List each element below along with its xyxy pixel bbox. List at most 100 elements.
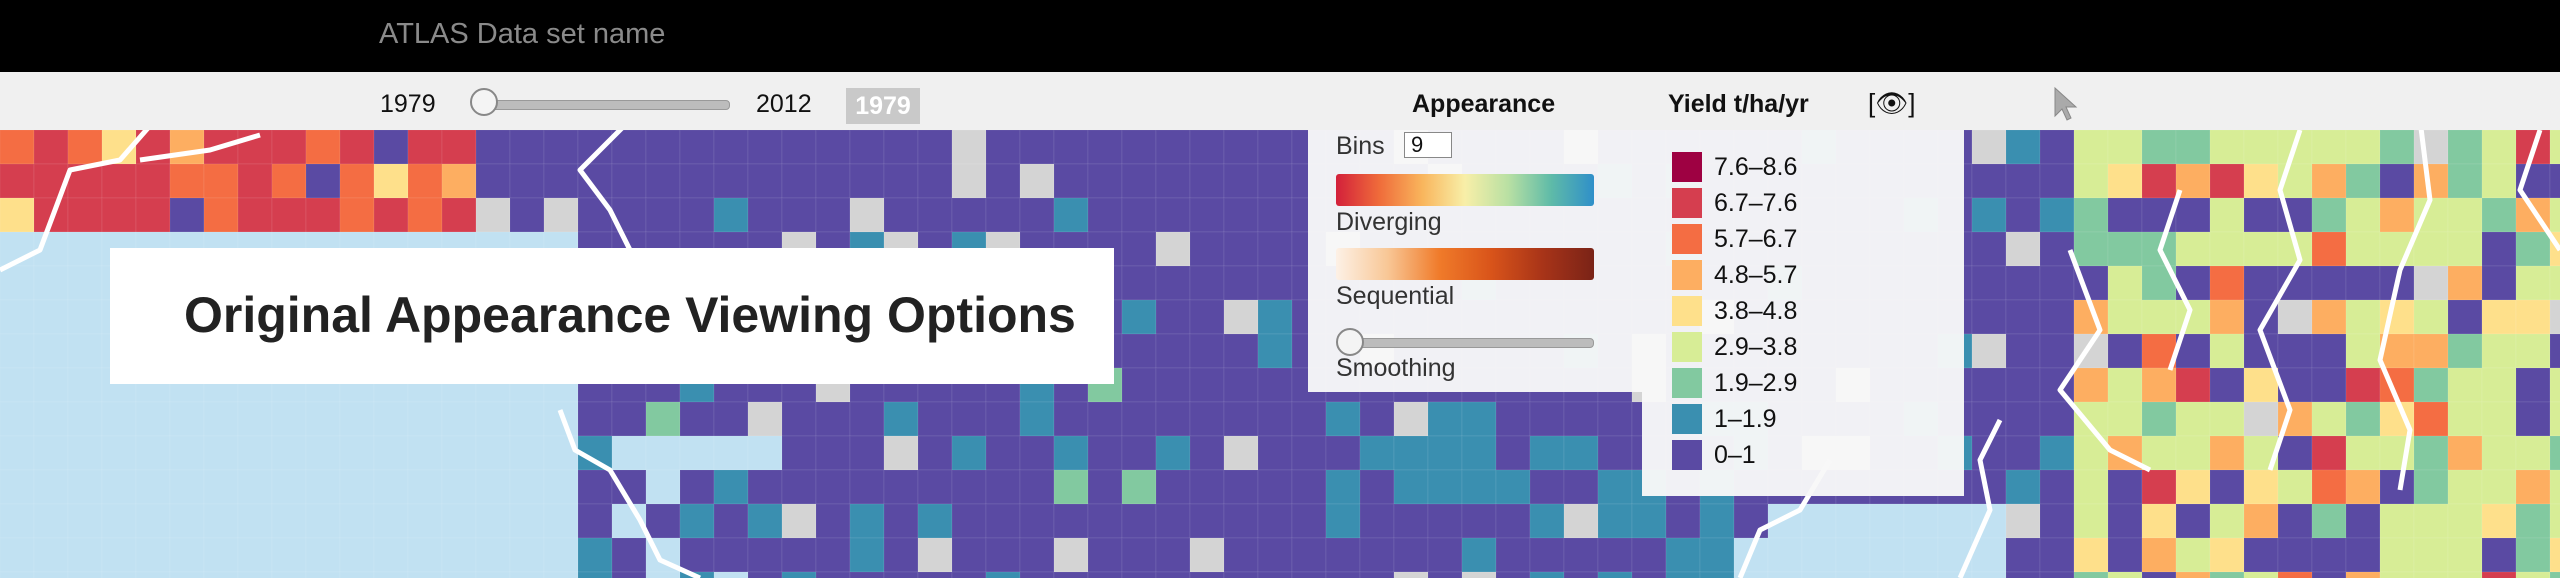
map-cell: [1631, 571, 1667, 578]
map-cell: [2515, 299, 2551, 335]
map-cell: [645, 401, 681, 437]
year-slider-handle[interactable]: [470, 88, 498, 116]
year-slider[interactable]: [484, 100, 730, 110]
map-cell: [2209, 537, 2245, 573]
map-cell: [339, 503, 375, 539]
map-cell: [1529, 435, 1565, 471]
map-cell: [679, 401, 715, 437]
map-cell: [2311, 130, 2347, 165]
map-cell: [2073, 571, 2109, 578]
map-cell: [1903, 571, 1939, 578]
map-cell: [679, 130, 715, 165]
map-cell: [1529, 401, 1565, 437]
map-cell: [2311, 435, 2347, 471]
map-cell: [1087, 163, 1123, 199]
variable-header[interactable]: Yield t/ha/yr: [1668, 90, 1809, 118]
legend-swatch: [1672, 368, 1702, 398]
map-cell: [67, 333, 103, 369]
map-cell: [543, 571, 579, 578]
map-cell: [1155, 469, 1191, 505]
map-cell: [237, 503, 273, 539]
map-cell: [1087, 469, 1123, 505]
map-cell: [1903, 503, 1939, 539]
diverging-color-ramp[interactable]: [1336, 174, 1594, 206]
map-cell: [2481, 231, 2517, 267]
map-cell: [2141, 367, 2177, 403]
map-cell: [1359, 571, 1395, 578]
map-cell: [1223, 571, 1259, 578]
appearance-header[interactable]: Appearance: [1412, 90, 1556, 118]
map-cell: [815, 163, 851, 199]
map-cell: [1223, 367, 1259, 403]
map-cell: [509, 503, 545, 539]
map-cell: [2549, 469, 2560, 505]
smoothing-slider[interactable]: [1342, 338, 1594, 348]
legend-swatch: [1672, 440, 1702, 470]
map-cell: [2209, 130, 2245, 165]
map-cell: [985, 401, 1021, 437]
map-cell: [373, 503, 409, 539]
sequential-color-ramp[interactable]: [1336, 248, 1594, 280]
map-cell: [169, 435, 205, 471]
map-cell: [373, 537, 409, 573]
map-cell: [101, 163, 137, 199]
bins-input[interactable]: 9: [1404, 132, 1452, 158]
mouse-cursor-icon: [2054, 86, 2078, 121]
map-cell: [1155, 130, 1191, 165]
map-cell: [509, 571, 545, 578]
map-cell: [611, 401, 647, 437]
map-cell: [2481, 130, 2517, 165]
map-cell: [373, 469, 409, 505]
map-cell: [849, 197, 885, 233]
map-cell: [2039, 435, 2075, 471]
map-cell: [339, 401, 375, 437]
map-cell: [271, 469, 307, 505]
map-cell: [2209, 265, 2245, 301]
map-cell: [67, 571, 103, 578]
map-cell: [2515, 265, 2551, 301]
map-cell: [1903, 537, 1939, 573]
map-cell: [1529, 537, 1565, 573]
map-cell: [2549, 299, 2560, 335]
legend-swatch: [1672, 152, 1702, 182]
legend-label: 5.7–6.7: [1714, 225, 1798, 253]
map-cell: [2345, 571, 2381, 578]
map-cell: [611, 163, 647, 199]
map-cell: [1359, 469, 1395, 505]
legend-label: 3.8–4.8: [1714, 297, 1798, 325]
map-cell: [2175, 469, 2211, 505]
map-cell: [1699, 503, 1735, 539]
map-cell: [1155, 333, 1191, 369]
callout-box: Original Appearance Viewing Options: [110, 248, 1114, 384]
map-cell: [2175, 197, 2211, 233]
map-cell: [2175, 231, 2211, 267]
map-cell: [441, 197, 477, 233]
map-cell: [169, 469, 205, 505]
map-cell: [135, 435, 171, 471]
map-cell: [169, 197, 205, 233]
map-cell: [2549, 163, 2560, 199]
visibility-toggle-icon[interactable]: [👁]: [1868, 88, 1916, 118]
map-cell: [169, 130, 205, 165]
map-cell: [2379, 571, 2415, 578]
map-cell: [1257, 197, 1293, 233]
map-cell: [543, 130, 579, 165]
map-cell: [475, 571, 511, 578]
map-cell: [1121, 197, 1157, 233]
smoothing-slider-handle[interactable]: [1336, 328, 1364, 356]
map-cell: [407, 197, 443, 233]
map-cell: [1053, 503, 1089, 539]
map-cell: [2005, 435, 2041, 471]
map-cell: [2413, 299, 2449, 335]
map-cell: [1801, 503, 1837, 539]
map-cell: [645, 130, 681, 165]
map-cell: [713, 469, 749, 505]
map-cell: [1223, 197, 1259, 233]
map-cell: [2039, 571, 2075, 578]
map-cell: [1189, 401, 1225, 437]
map-cell: [2243, 130, 2279, 165]
map-cell: [2107, 333, 2143, 369]
map-cell: [1121, 299, 1157, 335]
map-cell: [1563, 435, 1599, 471]
map-cell: [2039, 197, 2075, 233]
